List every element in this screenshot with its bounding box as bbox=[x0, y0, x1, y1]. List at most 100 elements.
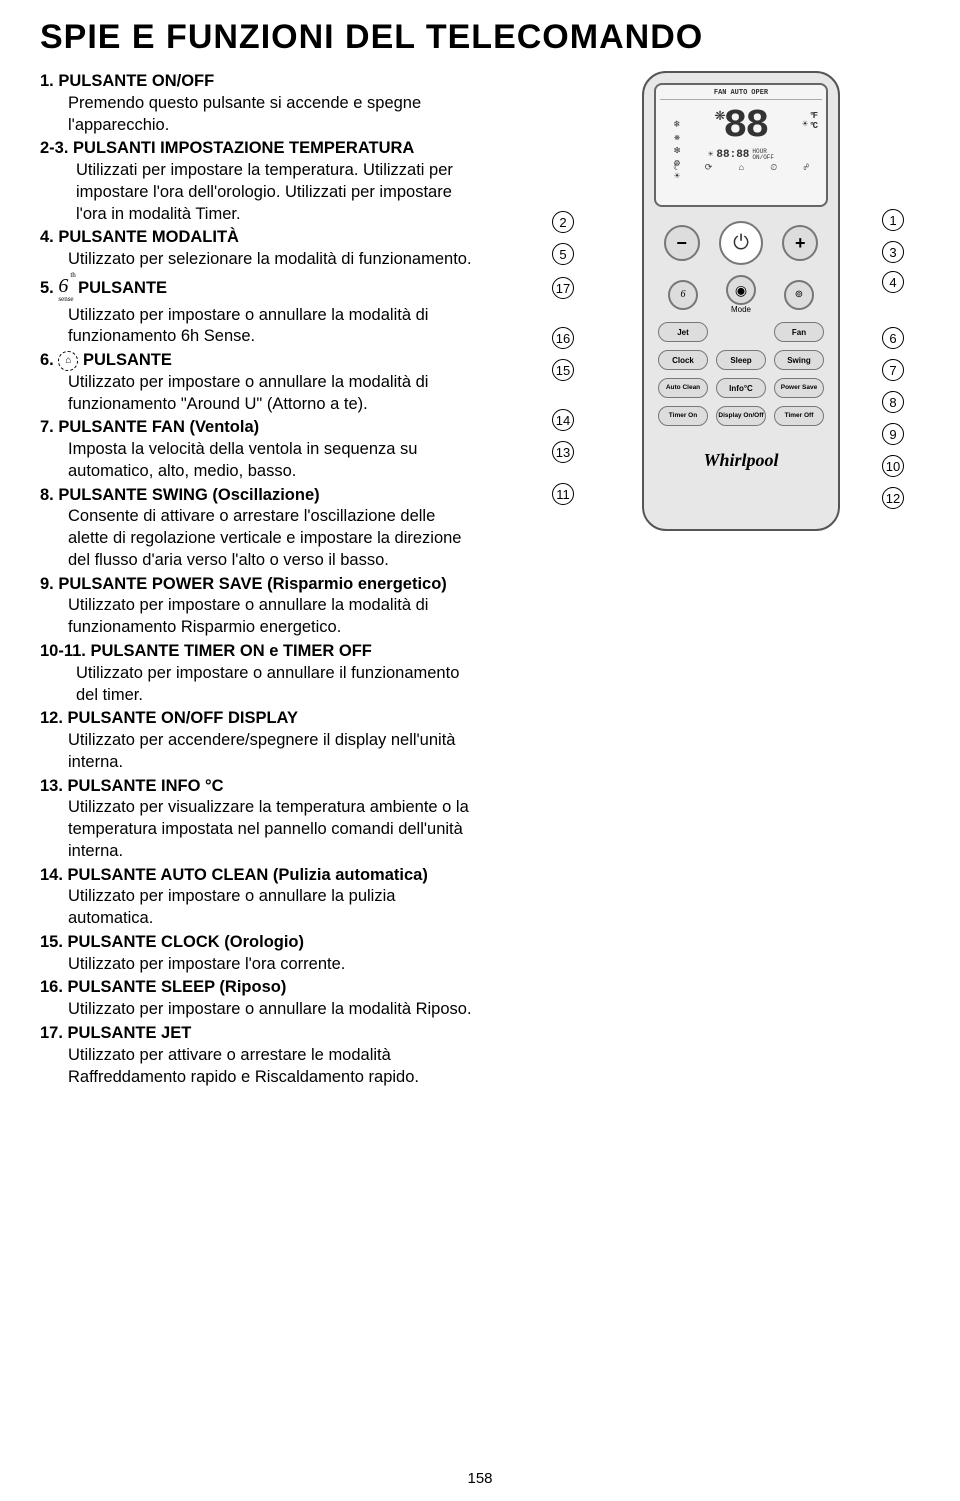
item-body: Utilizzati per impostare la temperatura.… bbox=[76, 160, 480, 225]
list-item: 9. PULSANTE POWER SAVE (Risparmio energe… bbox=[40, 574, 480, 639]
item-title: PULSANTE TIMER ON e TIMER OFF bbox=[90, 642, 371, 660]
power-button[interactable]: ⏻ bbox=[719, 221, 763, 265]
main-button-row: − ⏻ + bbox=[654, 221, 828, 265]
plus-button[interactable]: + bbox=[782, 225, 818, 261]
lcd-screen: FAN AUTO OPER ❄ ❋ ❇ ⚙ ☀ ☀ ❋88 °F °C bbox=[654, 83, 828, 207]
pill-button-jet[interactable]: Jet bbox=[658, 322, 708, 342]
onoff-label: ON/OFF bbox=[752, 155, 774, 161]
list-item: 13. PULSANTE INFO °CUtilizzato per visua… bbox=[40, 776, 480, 863]
pill-row: Jet Fan bbox=[654, 322, 828, 342]
pill-button-swing[interactable]: Swing bbox=[774, 350, 824, 370]
item-title: PULSANTE INFO °C bbox=[68, 777, 224, 795]
item-body: Utilizzato per impostare o annullare la … bbox=[68, 372, 480, 416]
lcd-auto: AUTO bbox=[730, 89, 747, 97]
item-body: Utilizzato per attivare o arrestare le m… bbox=[68, 1045, 480, 1089]
callout-4: 4 bbox=[882, 271, 904, 293]
pill-button-info-c[interactable]: Info°C bbox=[716, 378, 766, 398]
pill-button-auto-clean[interactable]: Auto Clean bbox=[658, 378, 708, 398]
callout-3: 3 bbox=[882, 241, 904, 263]
diagram-column: FAN AUTO OPER ❄ ❋ ❇ ⚙ ☀ ☀ ❋88 °F °C bbox=[492, 71, 920, 631]
pill-button-power-save[interactable]: Power Save bbox=[774, 378, 824, 398]
pill-row: Auto Clean Info°C Power Save bbox=[654, 378, 828, 398]
list-item: 10-11. PULSANTE TIMER ON e TIMER OFF Util… bbox=[40, 641, 480, 706]
callout-5: 5 bbox=[552, 243, 574, 265]
item-number: 6. bbox=[40, 351, 54, 369]
item-title: PULSANTE SLEEP (Riposo) bbox=[68, 978, 287, 996]
item-number: 10-11. bbox=[40, 642, 86, 660]
item-number: 17. bbox=[40, 1024, 63, 1042]
list-item: 14. PULSANTE AUTO CLEAN (Pulizia automat… bbox=[40, 865, 480, 930]
callout-17: 17 bbox=[552, 277, 574, 299]
item-title: PULSANTE bbox=[78, 279, 167, 297]
cycle-icon: ⟳ bbox=[705, 163, 713, 173]
lcd-time: 88:88 bbox=[716, 149, 749, 161]
item-number: 2-3. bbox=[40, 139, 68, 157]
item-number: 16. bbox=[40, 978, 63, 996]
lcd-unit: °F °C bbox=[809, 112, 816, 132]
list-item: 2-3. PULSANTI IMPOSTAZIONE TEMPERATURA Ut… bbox=[40, 138, 480, 225]
callout-12: 12 bbox=[882, 487, 904, 509]
item-body: Utilizzato per selezionare la modalità d… bbox=[68, 249, 480, 271]
pill-button-area: Jet Fan Clock Sleep Swing Auto Clean Info°C Pow… bbox=[654, 322, 828, 426]
pill-button-display-on-off[interactable]: Display On/Off bbox=[716, 406, 766, 426]
item-title: PULSANTE bbox=[83, 351, 172, 369]
lcd-top-row: FAN AUTO OPER bbox=[660, 89, 822, 100]
item-number: 7. bbox=[40, 418, 54, 436]
list-item: 7. PULSANTE FAN (Ventola)Imposta la velo… bbox=[40, 417, 480, 482]
list-item: 5. 6thsense PULSANTEUtilizzato per impos… bbox=[40, 273, 480, 348]
callout-14: 14 bbox=[552, 409, 574, 431]
item-title: PULSANTE ON/OFF DISPLAY bbox=[68, 709, 298, 727]
item-title: PULSANTE JET bbox=[68, 1024, 192, 1042]
content-row: 1. PULSANTE ON/OFFPremendo questo pulsan… bbox=[40, 71, 920, 1090]
celsius-label: °C bbox=[809, 122, 816, 132]
sense-button[interactable]: 6 bbox=[668, 280, 698, 310]
callout-7: 7 bbox=[882, 359, 904, 381]
item-title: PULSANTE CLOCK (Orologio) bbox=[68, 933, 304, 951]
callout-11: 11 bbox=[552, 483, 574, 505]
item-number: 9. bbox=[40, 575, 54, 593]
sixth-sense-icon: 6thsense bbox=[58, 273, 73, 305]
item-number: 5. bbox=[40, 279, 54, 297]
around-u-button[interactable]: ⊚ bbox=[784, 280, 814, 310]
item-body: Utilizzato per impostare o annullare la … bbox=[68, 595, 480, 639]
list-item: 6. ⌂ PULSANTEUtilizzato per impostare o … bbox=[40, 350, 480, 415]
callout-2: 2 bbox=[552, 211, 574, 233]
callout-13: 13 bbox=[552, 441, 574, 463]
item-title: PULSANTI IMPOSTAZIONE TEMPERATURA bbox=[73, 139, 414, 157]
minus-button[interactable]: − bbox=[664, 225, 700, 261]
timer-icon: ⏲ bbox=[770, 163, 777, 173]
item-body: Utilizzato per accendere/spegnere il dis… bbox=[68, 730, 480, 774]
item-number: 4. bbox=[40, 228, 54, 246]
item-title: PULSANTE MODALITÀ bbox=[58, 228, 239, 246]
item-body: Premendo questo pulsante si accende e sp… bbox=[68, 93, 480, 137]
item-number: 12. bbox=[40, 709, 63, 727]
lcd-temperature: ❋88 °F °C bbox=[660, 104, 822, 149]
callout-8: 8 bbox=[882, 391, 904, 413]
page-title: SPIE E FUNZIONI DEL TELECOMANDO bbox=[40, 18, 920, 57]
pill-button-sleep[interactable]: Sleep bbox=[716, 350, 766, 370]
list-item: 15. PULSANTE CLOCK (Orologio)Utilizzato … bbox=[40, 932, 480, 976]
list-item: 1. PULSANTE ON/OFFPremendo questo pulsan… bbox=[40, 71, 480, 136]
callout-9: 9 bbox=[882, 423, 904, 445]
item-title: PULSANTE ON/OFF bbox=[58, 72, 214, 90]
pill-button-clock[interactable]: Clock bbox=[658, 350, 708, 370]
swing-icon: ☍ bbox=[803, 163, 808, 173]
pill-button-timer-off[interactable]: Timer Off bbox=[774, 406, 824, 426]
lcd-bottom-icons: ☾ ⟳ ⌂ ⏲ ☍ bbox=[660, 163, 822, 173]
pill-row: Timer On Display On/Off Timer Off bbox=[654, 406, 828, 426]
item-title: PULSANTE POWER SAVE (Risparmio energetic… bbox=[58, 575, 446, 593]
list-item: 16. PULSANTE SLEEP (Riposo)Utilizzato pe… bbox=[40, 977, 480, 1021]
pill-button-fan[interactable]: Fan bbox=[774, 322, 824, 342]
brand-logo: Whirlpool bbox=[654, 450, 828, 471]
sun-icon: ☀ bbox=[674, 171, 680, 184]
callout-15: 15 bbox=[552, 359, 574, 381]
item-body: Imposta la velocità della ventola in seq… bbox=[68, 439, 480, 483]
item-number: 8. bbox=[40, 486, 54, 504]
pill-button-timer-on[interactable]: Timer On bbox=[658, 406, 708, 426]
item-body: Utilizzato per impostare o annullare il … bbox=[76, 663, 480, 707]
house-icon: ⌂ bbox=[739, 163, 744, 173]
text-column: 1. PULSANTE ON/OFFPremendo questo pulsan… bbox=[40, 71, 480, 1090]
mode-button[interactable]: ◉ bbox=[726, 275, 756, 305]
item-number: 13. bbox=[40, 777, 63, 795]
item-number: 14. bbox=[40, 866, 63, 884]
